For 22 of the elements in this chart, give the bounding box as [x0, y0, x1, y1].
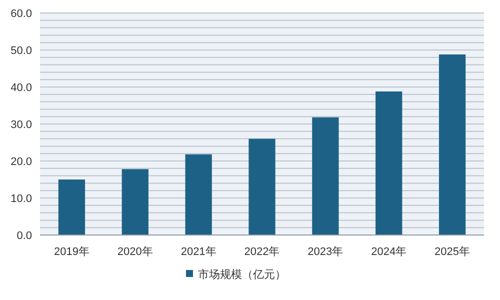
- bar: [376, 91, 402, 235]
- bar: [185, 154, 212, 235]
- x-tick-label: 2020年: [117, 246, 153, 258]
- bar: [248, 138, 276, 235]
- bar: [122, 169, 148, 235]
- y-tick-label: 50.0: [10, 45, 32, 57]
- y-tick-label: 30.0: [10, 119, 32, 131]
- x-tick-label: 2023年: [308, 246, 344, 258]
- y-tick-label: 10.0: [10, 193, 32, 205]
- x-tick-label: 2021年: [180, 246, 216, 258]
- x-tick-label: 2025年: [434, 246, 470, 258]
- bar: [438, 54, 466, 235]
- y-tick-label: 20.0: [10, 156, 32, 168]
- x-tick-label: 2022年: [244, 246, 280, 258]
- legend-label: 市场规模（亿元）: [198, 268, 286, 281]
- y-tick-label: 40.0: [10, 82, 32, 94]
- bar: [58, 180, 86, 235]
- bar: [312, 117, 339, 235]
- y-tick-label: 60.0: [10, 8, 32, 20]
- x-tick-label: 2024年: [371, 246, 407, 258]
- x-tick-label: 2019年: [54, 246, 90, 258]
- y-tick-label: 0.0: [16, 230, 32, 242]
